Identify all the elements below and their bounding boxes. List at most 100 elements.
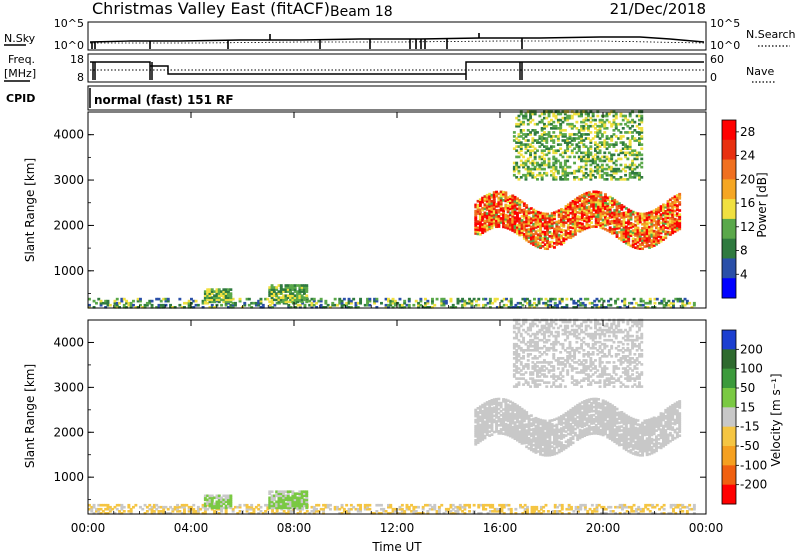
power-cell — [635, 157, 639, 161]
power-cell — [303, 290, 306, 293]
power-cell — [497, 221, 501, 224]
velocity-cell — [580, 435, 584, 439]
velocity-cell — [537, 512, 541, 515]
velocity-cell — [476, 407, 480, 410]
power-cell — [657, 233, 661, 236]
power-cell — [526, 169, 530, 173]
power-cell — [526, 143, 530, 146]
velocity-cell — [164, 512, 168, 515]
power-cell — [550, 224, 554, 227]
power-cell — [580, 224, 584, 228]
power-cell — [547, 114, 551, 118]
power-cell — [173, 306, 177, 309]
power-cell — [673, 203, 677, 207]
power-cell — [600, 143, 604, 146]
power-cell — [557, 215, 561, 219]
power-cell — [638, 243, 642, 246]
velocity-cell — [277, 492, 281, 496]
power-cell — [568, 145, 572, 148]
power-cell — [525, 212, 529, 215]
power-cell — [624, 155, 628, 159]
velocity-cell — [525, 413, 529, 416]
power-cell — [525, 214, 529, 217]
velocity-cell — [541, 427, 545, 431]
power-cell — [621, 299, 624, 303]
power-cell — [671, 217, 675, 220]
power-cell — [621, 151, 625, 155]
velocity-cell — [629, 437, 633, 440]
power-cell — [612, 118, 616, 122]
power-cell — [529, 235, 533, 239]
power-cell — [511, 227, 515, 230]
power-cell — [556, 118, 560, 122]
velocity-cell — [437, 510, 441, 513]
power-cell — [534, 240, 538, 244]
velocity-cell — [300, 502, 304, 506]
power-cell — [577, 141, 581, 144]
velocity-cell — [558, 503, 562, 507]
power-cell — [605, 155, 609, 159]
power-cell — [624, 239, 628, 243]
power-cell — [611, 205, 614, 209]
power-cell — [366, 301, 370, 305]
power-cell — [622, 230, 626, 233]
power-cell — [492, 207, 496, 211]
velocity-cell — [557, 418, 561, 422]
velocity-cell — [268, 502, 272, 506]
power-cell — [580, 155, 584, 159]
power-cell — [585, 218, 589, 222]
velocity-cell — [543, 454, 547, 457]
power-cell — [559, 112, 563, 116]
power-cell — [529, 131, 533, 134]
power-cell — [515, 165, 519, 169]
velocity-feature-2 — [268, 490, 309, 510]
velocity-cell — [555, 445, 559, 449]
velocity-cell — [529, 444, 533, 448]
velocity-cell — [403, 510, 407, 513]
velocity-cell — [541, 429, 545, 433]
power-cell — [557, 221, 561, 225]
velocity-cell — [555, 417, 559, 421]
power-cell — [118, 301, 122, 305]
power-cell — [282, 296, 286, 300]
power-cell — [513, 197, 517, 201]
power-cell — [440, 297, 444, 301]
power-cell — [578, 217, 582, 221]
velocity-cell — [634, 436, 638, 440]
power-cell — [538, 141, 542, 144]
velocity-cell — [636, 447, 640, 451]
velocity-cell — [300, 498, 304, 502]
power-cell — [631, 243, 635, 247]
power-cell — [516, 207, 519, 211]
velocity-cell — [162, 507, 166, 511]
power-cell — [570, 127, 574, 130]
velocity-cell — [553, 446, 556, 450]
velocity-cell — [352, 505, 356, 509]
velocity-cell — [613, 418, 617, 421]
velocity-cell — [296, 498, 300, 502]
velocity-cell — [562, 417, 566, 421]
velocity-cell — [171, 507, 175, 511]
power-cell — [599, 199, 603, 203]
velocity-cell — [431, 507, 434, 511]
power-cell — [590, 198, 594, 202]
velocity-cell — [629, 416, 633, 420]
power-cell — [569, 211, 573, 215]
power-cell — [631, 233, 635, 236]
velocity-cell — [504, 429, 508, 432]
power-cell — [553, 297, 557, 301]
power-cell — [554, 127, 558, 130]
velocity-cell — [502, 420, 506, 423]
velocity-cell — [213, 506, 217, 510]
power-cell — [643, 212, 647, 216]
velocity-cell — [437, 507, 441, 511]
power-cell — [566, 209, 570, 213]
velocity-cell — [611, 434, 614, 438]
power-cell — [541, 232, 545, 236]
power-cell — [564, 221, 568, 225]
power-cell — [569, 220, 573, 223]
power-cell — [529, 153, 533, 157]
velocity-cell — [483, 408, 487, 412]
velocity-cell — [520, 411, 524, 415]
